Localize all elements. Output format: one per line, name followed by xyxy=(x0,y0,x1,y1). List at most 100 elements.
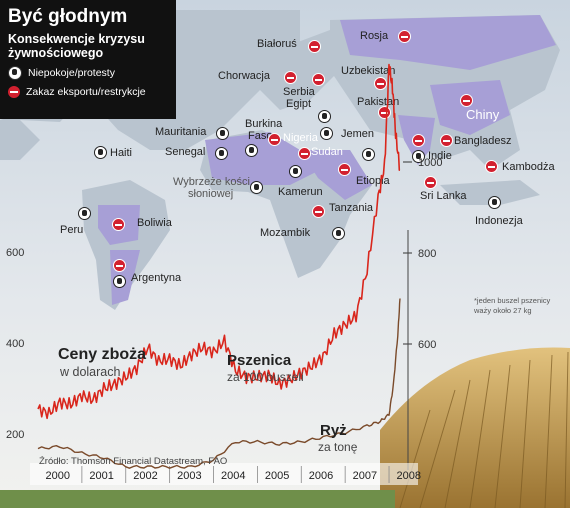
label-chiny: Chiny xyxy=(466,107,500,122)
ban-marker-indie xyxy=(412,134,425,147)
label-senegal: Senegal xyxy=(165,146,206,158)
title-box: Być głodnym Konsekwencje kryzysu żywnośc… xyxy=(0,0,176,119)
ban-icon xyxy=(8,86,20,98)
series-line-rice xyxy=(37,298,401,469)
label-sloniowej: słoniowej xyxy=(188,188,234,200)
series-sublabel-rice: za tonę xyxy=(318,440,358,454)
x-axis-tick-2008: 2008 xyxy=(397,470,421,482)
label-serbia: Serbia xyxy=(283,86,315,98)
page-title: Być głodnym xyxy=(8,6,128,27)
fist-marker-argentyna xyxy=(113,275,126,288)
series-line-wheat xyxy=(37,63,401,420)
series-sublabel-wheat: za 100 buszeli xyxy=(227,370,304,384)
fist-marker-haiti xyxy=(94,146,107,159)
label-mauritania: Mauritania xyxy=(155,126,207,138)
fist-marker-mozambik xyxy=(332,227,345,240)
ban-marker-etiopia xyxy=(338,163,351,176)
x-axis-band xyxy=(30,463,418,485)
ban-marker-boliwia xyxy=(112,218,125,231)
x-axis-tick-2004: 2004 xyxy=(221,470,245,482)
fist-icon xyxy=(8,66,22,80)
series-subtitle-grain: w dolarach xyxy=(60,365,121,379)
fist-marker-peru xyxy=(78,207,91,220)
east-africa-shape xyxy=(300,150,372,200)
ban-marker-rosja xyxy=(398,30,411,43)
label-kambodza: Kambodża xyxy=(502,161,555,173)
ban-marker-tanzania xyxy=(312,205,325,218)
ban-marker-sudan xyxy=(298,147,311,160)
label-indonezja: Indonezja xyxy=(475,215,523,227)
label-pakistan: Pakistan xyxy=(357,96,400,108)
ban-marker-kambodza xyxy=(485,160,498,173)
x-axis-tick-2000: 2000 xyxy=(46,470,70,482)
left-axis-tick-200: 200 xyxy=(6,429,24,441)
label-wybrzeze: Wybrzeże kości xyxy=(173,176,250,188)
label-haiti: Haiti xyxy=(110,147,133,159)
ban-marker-bangladesz xyxy=(440,134,453,147)
label-burkina: Burkina xyxy=(245,118,283,130)
ban-marker-chiny xyxy=(460,94,473,107)
right-axis-tick-800: 800 xyxy=(418,248,436,260)
label-boliwia: Boliwia xyxy=(137,217,172,229)
x-axis-tick-2005: 2005 xyxy=(265,470,289,482)
right-axis-tick-600: 600 xyxy=(418,339,436,351)
label-sri-lanka: Sri Lanka xyxy=(420,190,467,202)
bushel-note: *jeden buszel pszenicy waży około 27 kg xyxy=(474,296,551,315)
indonesia-shape xyxy=(440,180,540,205)
fist-marker-egipt xyxy=(318,110,331,123)
fist-marker-wybrzeze xyxy=(250,181,263,194)
label-peru: Peru xyxy=(60,224,84,236)
label-rosja: Rosja xyxy=(360,30,389,42)
legend-item-protest: Niepokoje/protesty xyxy=(8,66,168,80)
ban-marker-serbia xyxy=(312,73,325,86)
x-axis-tick-2007: 2007 xyxy=(353,470,377,482)
label-faso: Faso xyxy=(248,130,273,142)
fist-marker-jemen xyxy=(362,148,375,161)
label-bangladesz: Bangladesz xyxy=(454,135,512,147)
label-uzbekistan: Uzbekistan xyxy=(341,65,396,77)
series-title-grain: Ceny zboża xyxy=(58,346,147,363)
source-note: Źródło: Thomson Financial Datastream, FA… xyxy=(39,456,228,467)
label-mozambik: Mozambik xyxy=(260,227,311,239)
x-axis-tick-2003: 2003 xyxy=(177,470,201,482)
fist-marker-burkina-faso xyxy=(245,144,258,157)
legend-label-ban: Zakaz eksportu/restrykcje xyxy=(26,86,146,98)
label-indie: Indie xyxy=(428,150,452,162)
ban-marker-uzbekistan xyxy=(374,77,387,90)
series-label-rice: Ryż xyxy=(320,422,347,439)
fist-marker-indie xyxy=(412,150,425,163)
legend-label-protest: Niepokoje/protesty xyxy=(28,67,115,79)
russia-shape xyxy=(340,15,556,70)
fist-marker-senegal xyxy=(215,147,228,160)
legend-item-ban: Zakaz eksportu/restrykcje xyxy=(8,86,168,98)
x-axis-tick-2006: 2006 xyxy=(309,470,333,482)
left-axis-tick-400: 400 xyxy=(6,338,24,350)
label-jemen: Jemen xyxy=(341,128,375,140)
fist-marker-mauritania xyxy=(216,127,229,140)
fist-marker-egipt-2 xyxy=(320,127,333,140)
label-kamerun: Kamerun xyxy=(278,186,323,198)
label-argentyna: Argentyna xyxy=(131,272,182,284)
left-axis-tick-600: 600 xyxy=(6,247,24,259)
ban-marker-nigeria xyxy=(268,133,281,146)
x-axis-tick-2001: 2001 xyxy=(89,470,113,482)
china-shape xyxy=(430,80,510,135)
label-bialorus: Białoruś xyxy=(257,38,297,50)
ban-marker-bialorus xyxy=(308,40,321,53)
label-chorwacja: Chorwacja xyxy=(218,70,270,82)
ban-marker-argentyna xyxy=(113,259,126,272)
ban-marker-chorwacja xyxy=(284,71,297,84)
fist-marker-kamerun xyxy=(289,165,302,178)
ban-marker-sri-lanka xyxy=(424,176,437,189)
series-label-wheat: Pszenica xyxy=(227,352,292,369)
label-tanzania: Tanzania xyxy=(329,202,374,214)
grass-strip xyxy=(0,490,395,508)
x-axis-tick-2002: 2002 xyxy=(133,470,157,482)
label-sudan: Sudan xyxy=(311,146,343,158)
right-axis-tick-1000: 1000 xyxy=(418,157,442,169)
fist-marker-indonezja xyxy=(488,196,501,209)
label-nigeria: Nigeria xyxy=(283,132,318,144)
